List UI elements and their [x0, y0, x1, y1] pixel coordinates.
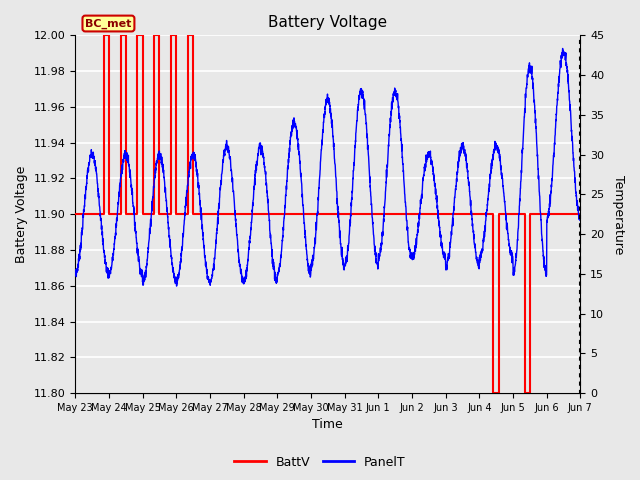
Y-axis label: Battery Voltage: Battery Voltage	[15, 166, 28, 263]
X-axis label: Time: Time	[312, 419, 343, 432]
Text: BC_met: BC_met	[85, 18, 132, 29]
Y-axis label: Temperature: Temperature	[612, 175, 625, 254]
Title: Battery Voltage: Battery Voltage	[268, 15, 387, 30]
Legend: BattV, PanelT: BattV, PanelT	[229, 451, 411, 474]
